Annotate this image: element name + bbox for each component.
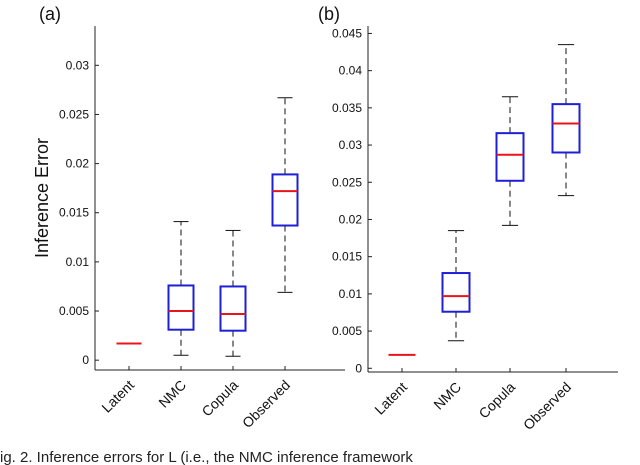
x-tick-label-latent: Latent	[98, 377, 137, 416]
panel-label: (a)	[39, 4, 61, 24]
x-tick-label-observed: Observed	[520, 379, 574, 433]
y-tick-label: 0.04	[339, 64, 363, 78]
iqr-box	[441, 272, 471, 313]
y-tick-label: 0.02	[66, 157, 90, 171]
box-copula	[495, 96, 525, 226]
x-tick-label-copula: Copula	[475, 379, 518, 422]
box-observed	[271, 97, 299, 293]
y-tick-label: 0.005	[332, 324, 362, 338]
y-tick-label: 0.015	[59, 206, 89, 220]
y-axis-title: Inference Error	[32, 138, 52, 258]
x-tick-label-observed: Observed	[239, 377, 293, 431]
y-tick-label: 0.025	[332, 175, 362, 189]
y-tick-label: 0.02	[339, 212, 363, 226]
iqr-box	[167, 284, 195, 331]
iqr-box	[271, 173, 299, 227]
y-tick-label: 0	[82, 353, 89, 367]
x-tick-label-copula: Copula	[198, 377, 241, 420]
box-copula	[219, 229, 247, 357]
figure-caption: ig. 2. Inference errors for L (i.e., the…	[0, 449, 413, 465]
x-tick-label-nmc: NMC	[155, 377, 189, 411]
y-tick-label: 0.025	[59, 107, 89, 121]
box-nmc	[441, 230, 471, 342]
panel-b-chart: 0 0.005 0.01 0.015 0.02 0.025 0.03 0.035 0.04 0.0…	[318, 4, 618, 433]
y-tick-label: 0.03	[66, 58, 90, 72]
panel-a-chart: 0 0.005 0.01 0.015 0.02 0.025 0.03 Latent NMC Cop…	[32, 4, 345, 431]
panel-label: (b)	[318, 4, 340, 24]
y-tick-label: 0.01	[66, 255, 90, 269]
y-tick-label: 0.015	[332, 250, 362, 264]
box-nmc	[167, 221, 195, 356]
x-tick-label-latent: Latent	[371, 379, 410, 418]
y-tick-label: 0.01	[339, 287, 363, 301]
y-tick-label: 0.035	[332, 101, 362, 115]
y-tick-label: 0.03	[339, 138, 363, 152]
iqr-box	[495, 132, 525, 182]
x-tick-label-nmc: NMC	[430, 379, 464, 413]
y-tick-label: 0	[355, 361, 362, 375]
iqr-box	[219, 285, 247, 332]
box-observed	[551, 44, 581, 197]
y-tick-label: 0.045	[332, 26, 362, 40]
iqr-box	[551, 103, 581, 154]
y-tick-label: 0.005	[59, 304, 89, 318]
